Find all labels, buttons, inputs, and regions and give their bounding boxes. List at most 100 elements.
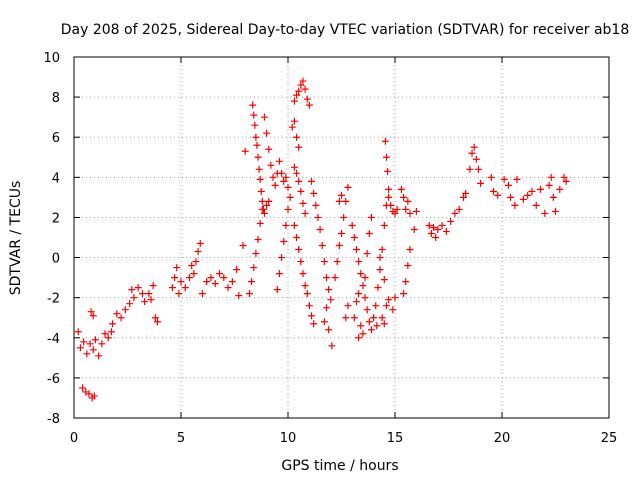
data-point: [295, 87, 303, 95]
data-point: [301, 85, 309, 93]
data-point: [370, 314, 378, 322]
data-point: [513, 175, 521, 183]
data-point: [427, 229, 435, 237]
data-point: [295, 246, 303, 254]
data-point: [267, 161, 275, 169]
data-point: [290, 97, 298, 105]
data-point: [101, 330, 109, 338]
data-point: [290, 117, 298, 125]
data-point: [357, 270, 365, 278]
data-point: [256, 175, 264, 183]
data-point: [487, 173, 495, 181]
data-point: [282, 221, 290, 229]
data-point: [472, 155, 480, 163]
data-point: [301, 209, 309, 217]
data-point: [251, 121, 259, 129]
data-point: [151, 314, 159, 322]
y-tick-label: 2: [52, 211, 60, 226]
data-point: [79, 384, 87, 392]
data-point: [138, 290, 146, 298]
y-tick-label: 8: [52, 91, 60, 106]
data-point: [284, 183, 292, 191]
y-tick-label: -2: [47, 292, 60, 307]
data-point: [504, 181, 512, 189]
data-point: [466, 165, 474, 173]
data-point: [275, 157, 283, 165]
data-point: [186, 274, 194, 282]
data-point: [489, 187, 497, 195]
data-point: [532, 201, 540, 209]
data-point: [153, 318, 161, 326]
data-point: [382, 153, 390, 161]
data-point: [301, 282, 309, 290]
y-tick-label: -8: [47, 412, 60, 427]
data-point: [402, 205, 410, 213]
data-point: [303, 290, 311, 298]
data-point: [207, 274, 215, 282]
data-point: [253, 141, 261, 149]
data-point: [74, 328, 82, 336]
data-point: [389, 306, 397, 314]
data-point: [203, 278, 211, 286]
data-point: [365, 229, 373, 237]
data-point: [263, 201, 271, 209]
data-point: [312, 201, 320, 209]
data-point: [468, 149, 476, 157]
data-point: [192, 258, 200, 266]
data-point: [91, 336, 99, 344]
data-point: [216, 270, 224, 278]
data-point: [305, 302, 313, 310]
data-point: [412, 207, 420, 215]
data-point: [228, 278, 236, 286]
data-point: [376, 266, 384, 274]
data-point: [404, 197, 412, 205]
data-point: [344, 302, 352, 310]
data-point: [363, 306, 371, 314]
data-point: [181, 284, 189, 292]
data-point: [380, 320, 388, 328]
data-point: [549, 193, 557, 201]
data-point: [104, 334, 112, 342]
data-point: [173, 264, 181, 272]
data-point: [308, 177, 316, 185]
data-point: [286, 193, 294, 201]
data-point: [432, 234, 440, 241]
y-axis-label: SDTVAR / TECUs: [8, 181, 24, 296]
data-point: [295, 143, 303, 151]
data-point: [249, 101, 257, 109]
x-tick-label: 0: [70, 431, 78, 446]
data-point: [455, 205, 463, 213]
data-point: [335, 242, 343, 250]
data-point: [391, 294, 399, 302]
data-point: [385, 193, 393, 201]
data-point: [381, 137, 389, 145]
data-point: [382, 302, 390, 310]
x-tick-label: 5: [177, 431, 185, 446]
data-point: [265, 197, 273, 205]
data-point: [355, 290, 363, 298]
data-point: [331, 274, 339, 282]
data-point: [528, 187, 536, 195]
data-point: [86, 340, 94, 348]
data-point: [380, 276, 388, 284]
data-point: [293, 133, 301, 141]
data-point: [556, 185, 564, 193]
data-point: [257, 187, 265, 195]
data-point: [310, 320, 318, 328]
data-point: [310, 189, 318, 197]
data-point: [335, 197, 343, 205]
data-point: [367, 213, 375, 221]
data-point: [252, 133, 260, 141]
data-point: [562, 177, 570, 185]
y-tick-label: -4: [47, 332, 60, 347]
data-point: [177, 278, 185, 286]
data-point: [560, 173, 568, 181]
data-point: [295, 177, 303, 185]
data-point: [303, 95, 311, 103]
data-point: [107, 328, 115, 336]
data-point: [348, 221, 356, 229]
data-point: [393, 205, 401, 213]
x-axis-label: GPS time / hours: [281, 458, 398, 474]
